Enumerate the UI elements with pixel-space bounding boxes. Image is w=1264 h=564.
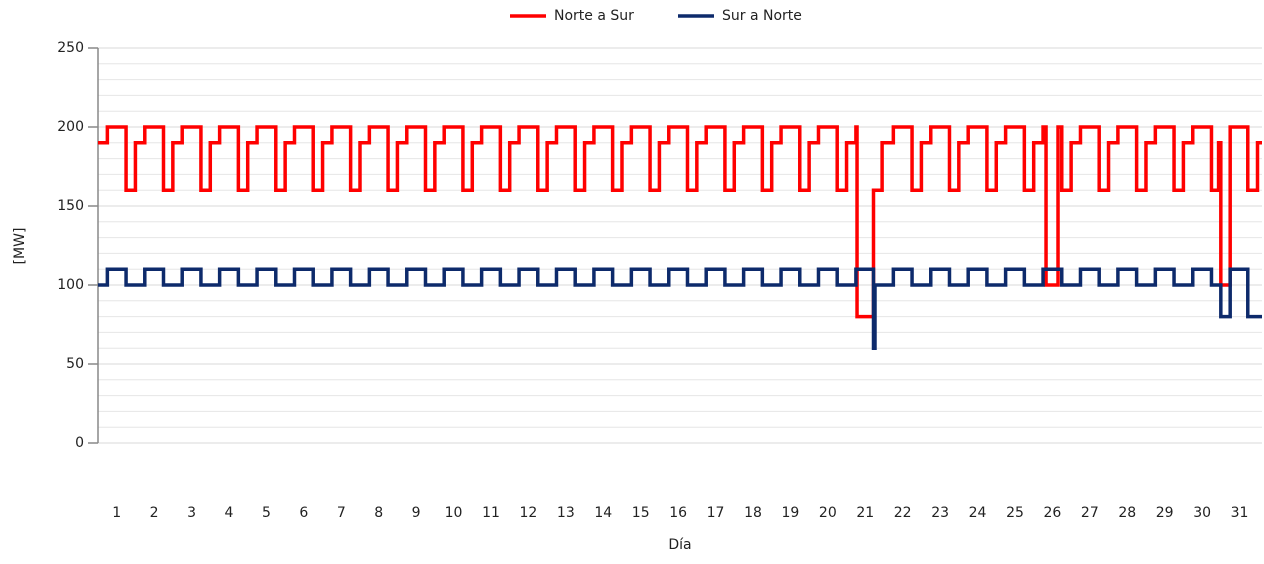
y-tick-label: 150 bbox=[57, 198, 84, 214]
y-tick-label: 0 bbox=[75, 435, 84, 451]
series-line bbox=[98, 267, 1262, 350]
x-tick-label: 21 bbox=[856, 505, 874, 521]
x-tick-label: 3 bbox=[187, 505, 196, 521]
x-tick-label: 12 bbox=[520, 505, 538, 521]
series-line bbox=[98, 125, 1262, 319]
x-tick-label: 11 bbox=[482, 505, 500, 521]
y-tick-label: 50 bbox=[66, 356, 84, 372]
x-tick-label: 17 bbox=[707, 505, 725, 521]
x-tick-label: 16 bbox=[669, 505, 687, 521]
x-tick-label: 23 bbox=[931, 505, 949, 521]
x-tick-label: 15 bbox=[632, 505, 650, 521]
x-tick-label: 24 bbox=[969, 505, 987, 521]
x-tick-label: 22 bbox=[894, 505, 912, 521]
y-tick-label: 200 bbox=[57, 119, 84, 135]
legend-label: Sur a Norte bbox=[722, 8, 802, 24]
legend-label: Norte a Sur bbox=[554, 8, 634, 24]
y-tick-label: 100 bbox=[57, 277, 84, 293]
x-tick-label: 20 bbox=[819, 505, 837, 521]
x-tick-label: 6 bbox=[299, 505, 308, 521]
x-tick-label: 25 bbox=[1006, 505, 1024, 521]
x-tick-label: 30 bbox=[1193, 505, 1211, 521]
x-tick-label: 10 bbox=[445, 505, 463, 521]
x-tick-label: 14 bbox=[594, 505, 612, 521]
x-tick-label: 29 bbox=[1156, 505, 1174, 521]
x-tick-label: 18 bbox=[744, 505, 762, 521]
y-axis-label: [MW] bbox=[12, 228, 28, 265]
x-tick-label: 27 bbox=[1081, 505, 1099, 521]
x-tick-label: 7 bbox=[337, 505, 346, 521]
x-tick-label: 13 bbox=[557, 505, 575, 521]
x-tick-label: 19 bbox=[781, 505, 799, 521]
x-tick-label: 31 bbox=[1231, 505, 1249, 521]
x-tick-label: 5 bbox=[262, 505, 271, 521]
x-tick-label: 9 bbox=[412, 505, 421, 521]
y-tick-label: 250 bbox=[57, 40, 84, 56]
x-tick-label: 4 bbox=[225, 505, 234, 521]
x-tick-label: 8 bbox=[374, 505, 383, 521]
x-tick-label: 2 bbox=[150, 505, 159, 521]
x-tick-label: 1 bbox=[112, 505, 121, 521]
x-tick-label: 28 bbox=[1118, 505, 1136, 521]
x-tick-label: 26 bbox=[1043, 505, 1061, 521]
x-axis-label: Día bbox=[668, 537, 691, 553]
